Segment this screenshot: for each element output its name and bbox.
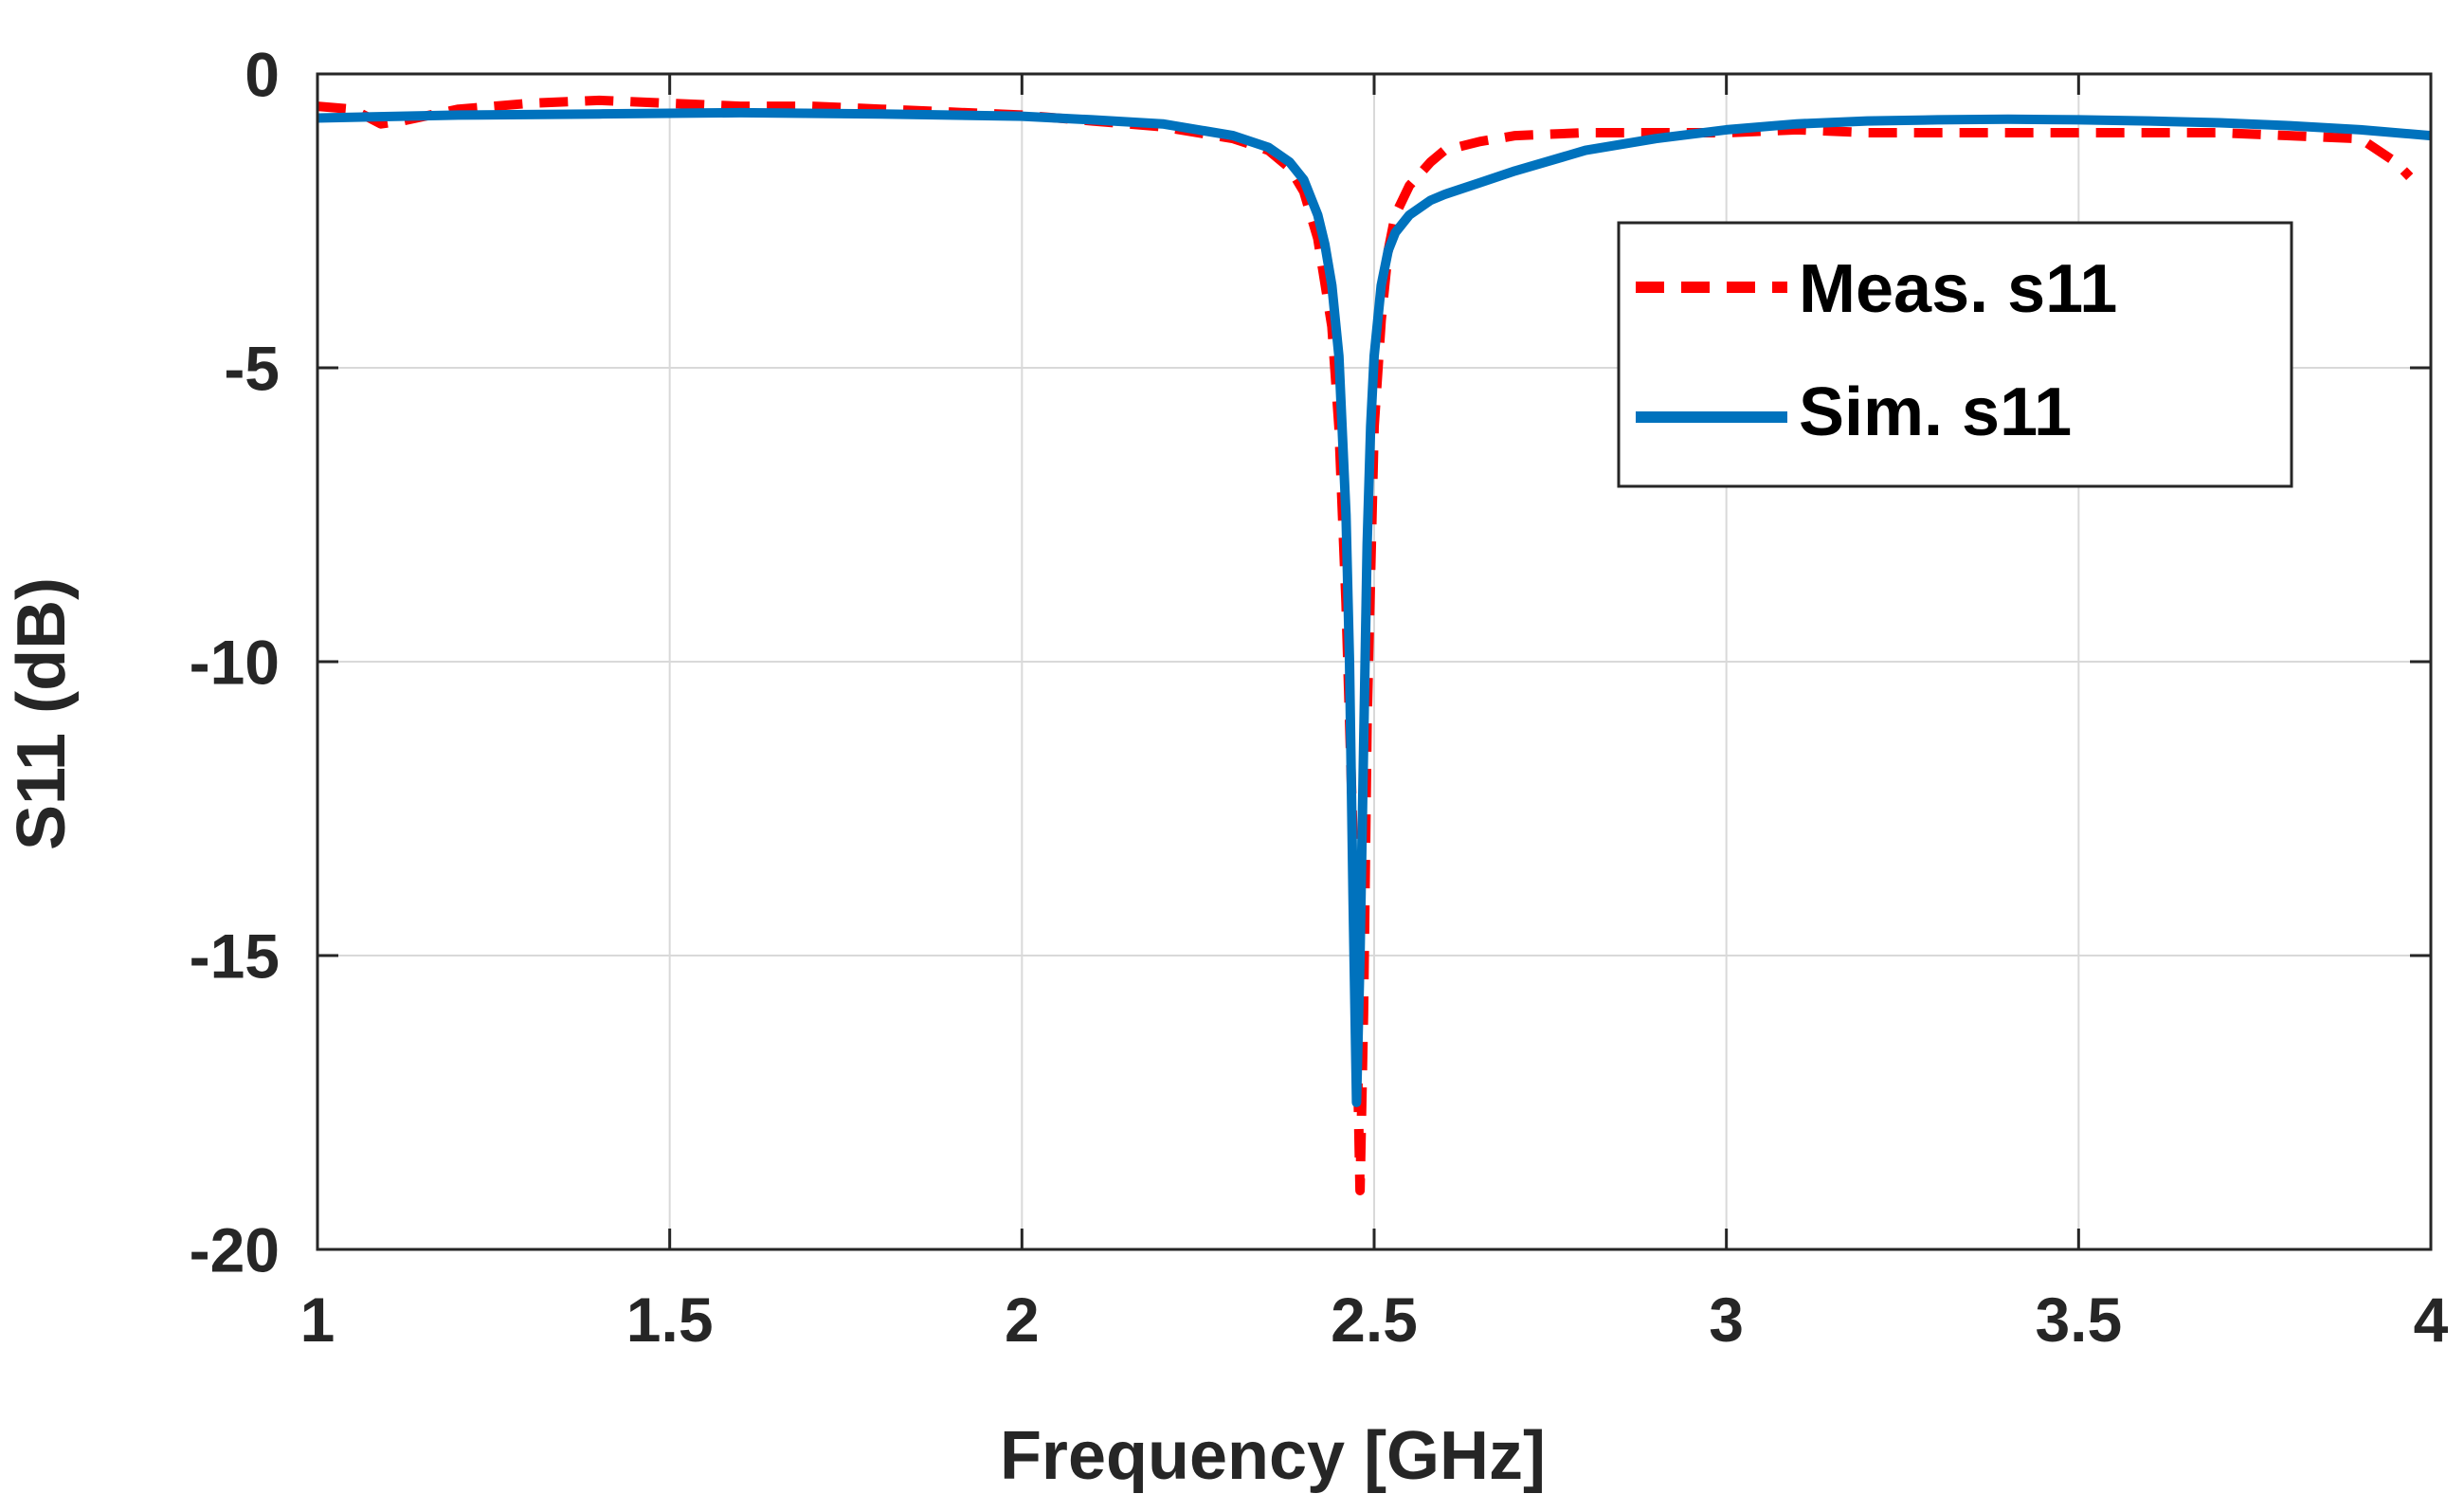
y-tick-label: 0 <box>245 39 280 109</box>
y-axis-label: S11 (dB) <box>4 577 80 850</box>
x-tick-label: 1 <box>300 1284 335 1355</box>
x-tick-label: 3 <box>1709 1284 1744 1355</box>
chart-root: 1 1.5 2 2.5 3 3.5 4 0 -5 -10 -15 -20 Frequency [GH… <box>0 0 2464 1507</box>
y-tick-label: -15 <box>190 920 280 991</box>
legend-label-simulated: Sim. s11 <box>1799 374 2072 450</box>
x-axis-label: Frequency [GHz] <box>1000 1418 1546 1494</box>
legend: Meas. s11 Sim. s11 <box>1619 223 2292 486</box>
x-tick-label: 2.5 <box>1331 1284 1418 1355</box>
x-tick-label: 4 <box>2414 1284 2449 1355</box>
y-tick-label: -20 <box>190 1214 280 1284</box>
y-tick-label: -5 <box>224 333 280 403</box>
x-tick-label: 2 <box>1005 1284 1040 1355</box>
x-tick-label: 1.5 <box>626 1284 714 1355</box>
legend-label-measured: Meas. s11 <box>1799 251 2117 327</box>
x-tick-label: 3.5 <box>2035 1284 2122 1355</box>
s11-chart: 1 1.5 2 2.5 3 3.5 4 0 -5 -10 -15 -20 Frequency [GH… <box>0 0 2464 1507</box>
y-tick-label: -10 <box>190 627 280 697</box>
